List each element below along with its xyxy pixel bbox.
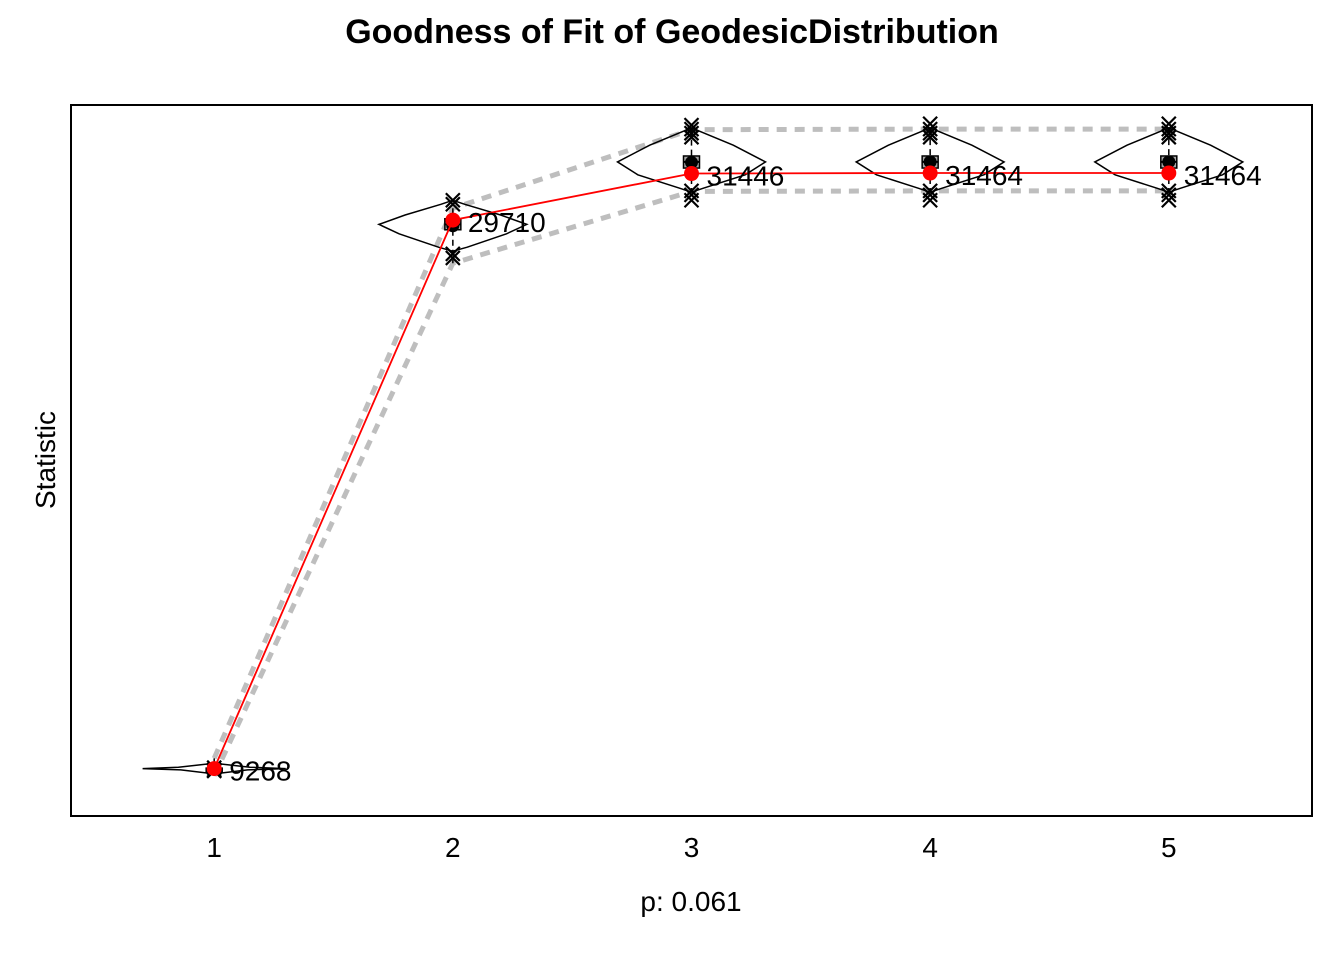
band-upper-line [211, 126, 1169, 760]
outlier-5-6 [1161, 116, 1177, 132]
outlier-2-2 [445, 196, 461, 213]
outlier-4-1 [922, 187, 938, 203]
observed-value-label-4: 31464 [945, 160, 1023, 191]
observed-layer: 9268 29710 31446 31464 31464 [206, 160, 1262, 787]
outlier-3-6 [683, 117, 700, 133]
observed-point-5 [1161, 165, 1177, 181]
outlier-3-1 [683, 187, 700, 203]
chart-title: Goodness of Fit of GeodesicDistribution [345, 13, 999, 51]
observed-point-2 [445, 212, 461, 228]
observed-point-3 [684, 166, 699, 182]
x-axis-ticks: 1 2 3 4 5 [206, 832, 1176, 863]
observed-line [213, 172, 1169, 769]
x-tick-label-4: 4 [922, 832, 938, 863]
outlier-2-1 [445, 246, 461, 262]
x-axis-label: p: 0.061 [640, 886, 741, 917]
observed-value-label-1: 9268 [229, 756, 291, 787]
sim-mean-4 [923, 155, 937, 169]
outlier-layer [206, 116, 1177, 779]
outlier-3-5 [683, 121, 700, 137]
outlier-2-3 [445, 192, 461, 209]
outlier-2-0 [445, 250, 461, 266]
observed-value-label-2: 29710 [468, 207, 546, 238]
outlier-4-2 [922, 183, 938, 199]
outlier-3-2 [683, 183, 700, 199]
outlier-5-5 [1161, 121, 1177, 137]
violin-layer [142, 126, 1245, 775]
outlier-5-2 [1161, 183, 1177, 199]
observed-point-4 [922, 165, 938, 181]
observed-value-label-3: 31446 [707, 161, 785, 192]
band-lower-line [211, 188, 1169, 777]
sim-mean-3 [685, 155, 698, 169]
x-tick-label-3: 3 [684, 832, 700, 863]
outlier-4-5 [922, 121, 938, 137]
outlier-4-6 [922, 116, 938, 132]
x-tick-label-5: 5 [1161, 832, 1177, 863]
outlier-5-1 [1161, 187, 1177, 203]
x-tick-label-2: 2 [445, 832, 461, 863]
observed-value-label-5: 31464 [1184, 160, 1262, 191]
y-axis-label: Statistic [30, 411, 61, 509]
simulated-band-layer [211, 126, 1169, 777]
observed-point-1 [206, 761, 222, 777]
x-tick-label-1: 1 [206, 832, 222, 863]
plot-area-frame [70, 104, 1313, 817]
sim-mean-5 [1162, 155, 1176, 169]
